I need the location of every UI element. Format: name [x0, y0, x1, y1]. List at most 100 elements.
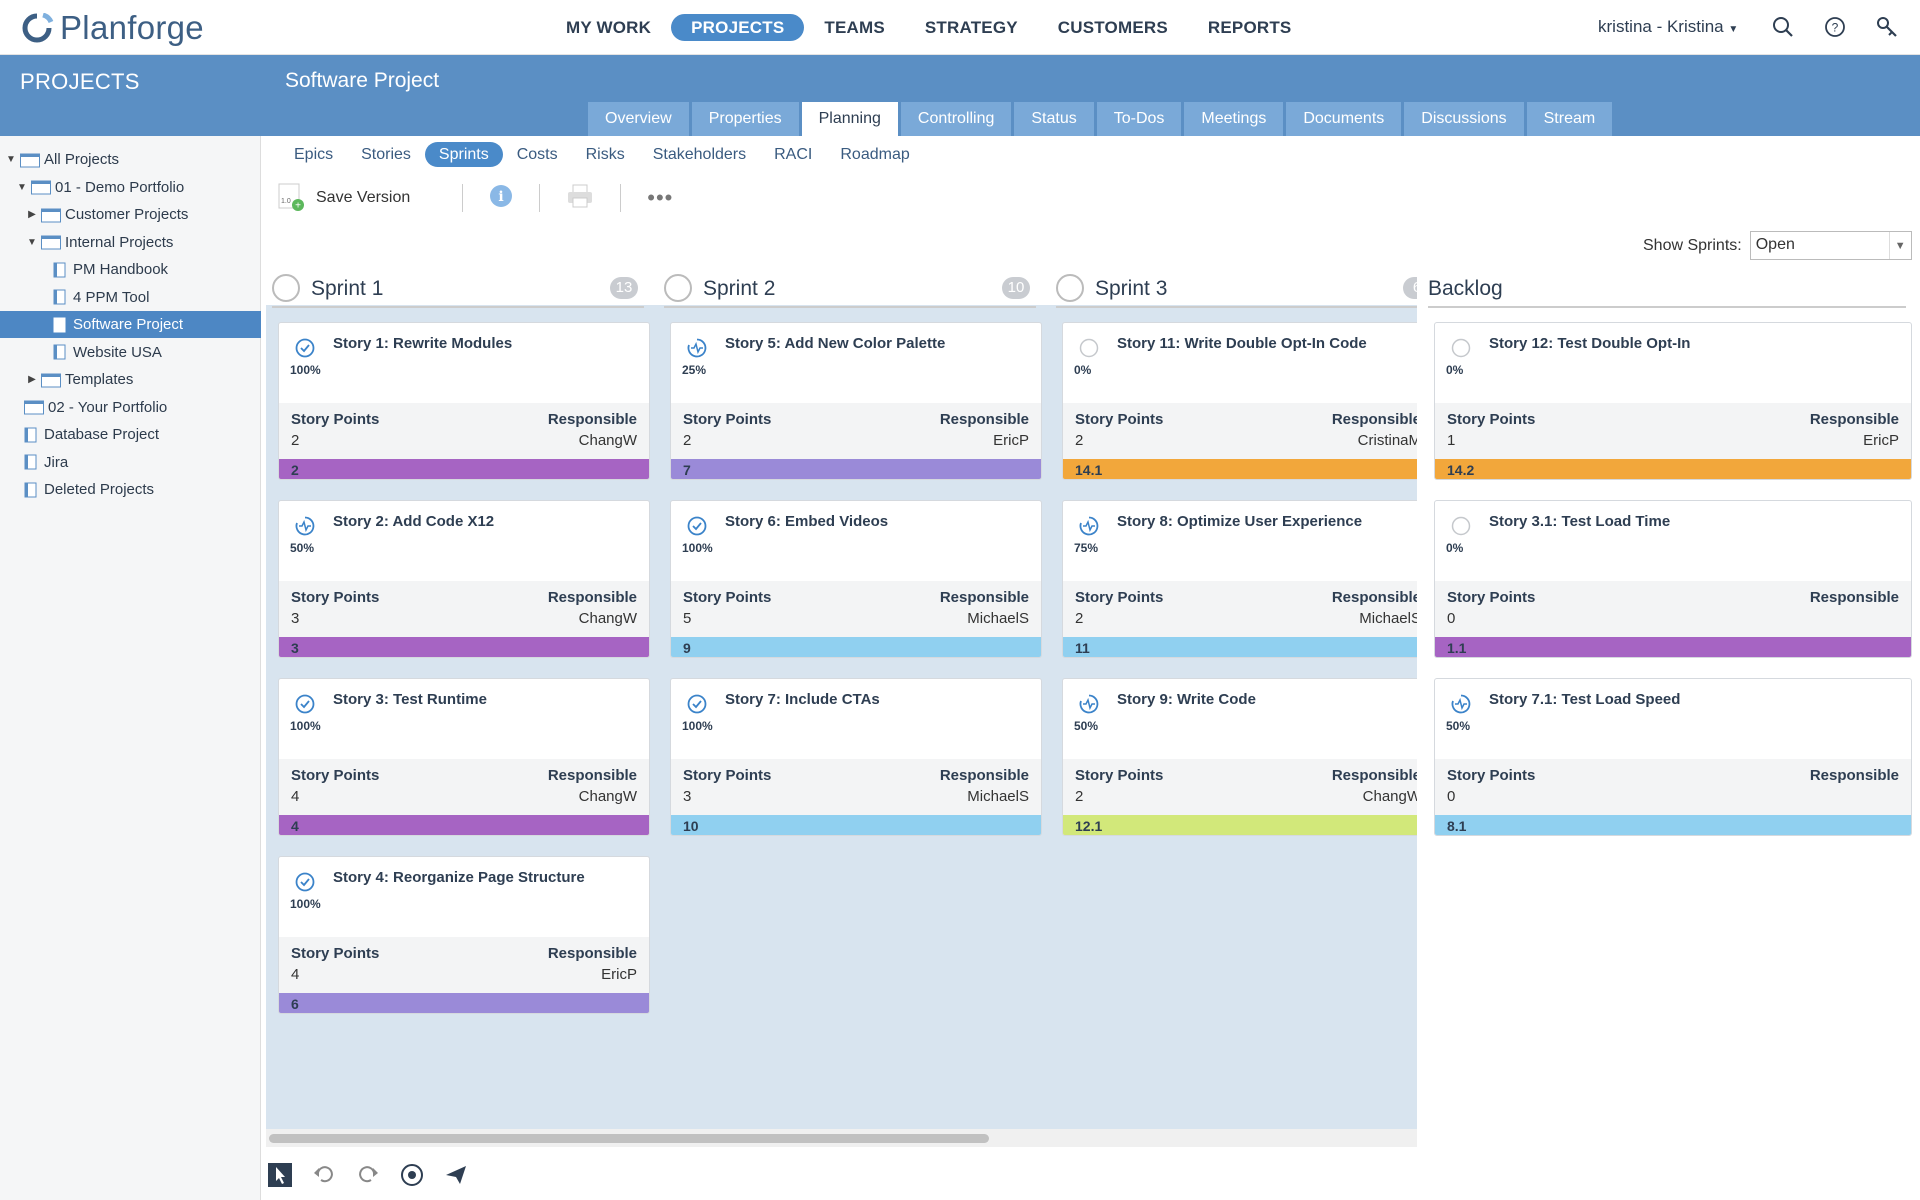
redo-icon[interactable] [355, 1162, 381, 1188]
story-title[interactable]: Story 5: Add New Color Palette [725, 335, 946, 352]
tab-documents[interactable]: Documents [1286, 102, 1402, 136]
tree-item-4-ppm-tool[interactable]: 4 PPM Tool [0, 284, 261, 311]
story-details: Story Points 2 Responsible ChangW [279, 403, 649, 459]
expanded-icon[interactable]: ▼ [6, 154, 16, 165]
tab-to-dos[interactable]: To-Dos [1096, 102, 1182, 136]
subtab-roadmap[interactable]: Roadmap [840, 146, 910, 163]
story-title[interactable]: Story 12: Test Double Opt-In [1489, 335, 1691, 352]
story-card[interactable]: Story 1: Rewrite Modules 100% Story Points… [278, 322, 650, 480]
subtab-epics[interactable]: Epics [294, 146, 334, 163]
story-title[interactable]: Story 3: Test Runtime [333, 691, 487, 708]
story-title[interactable]: Story 9: Write Code [1117, 691, 1256, 708]
completed-status-icon [295, 338, 315, 358]
subtab-stakeholders[interactable]: Stakeholders [652, 146, 747, 163]
story-card[interactable]: Story 11: Write Double Opt-In Code 0% Stor… [1062, 322, 1417, 480]
story-title[interactable]: Story 3.1: Test Load Time [1489, 513, 1671, 530]
story-details: Story Points 0 Responsible [1435, 581, 1911, 637]
expanded-icon[interactable]: ▼ [17, 181, 27, 193]
story-title[interactable]: Story 7: Include CTAs [725, 691, 880, 708]
more-options-icon[interactable]: ••• [647, 185, 674, 210]
scrollbar-thumb[interactable] [269, 1134, 989, 1143]
tab-status[interactable]: Status [1014, 102, 1094, 136]
key-icon[interactable] [1874, 14, 1900, 40]
send-icon[interactable] [443, 1162, 469, 1188]
story-card[interactable]: Story 3.1: Test Load Time 0% Story Points 0… [1434, 500, 1912, 658]
expanded-icon[interactable]: ▼ [27, 236, 37, 248]
tree-item-internal-projects[interactable]: ▼ Internal Projects [0, 229, 261, 256]
responsible-value: ChangW [578, 432, 637, 449]
sprint-select-circle[interactable] [1056, 274, 1084, 302]
sprint-select-circle[interactable] [272, 274, 300, 302]
tree-item-all-projects[interactable]: ▼ All Projects [0, 146, 261, 173]
tree-item-customer-projects[interactable]: ▶ Customer Projects [0, 201, 261, 228]
responsible-value: ChangW [1362, 788, 1421, 805]
tab-planning[interactable]: Planning [801, 102, 898, 136]
tab-overview[interactable]: Overview [588, 102, 689, 136]
collapsed-icon[interactable]: ▶ [28, 209, 36, 220]
subtab-sprints[interactable]: Sprints [424, 142, 503, 167]
tree-item-02-your-portfolio[interactable]: 02 - Your Portfolio [0, 394, 261, 421]
tree-item-pm-handbook[interactable]: PM Handbook [0, 256, 261, 283]
story-card[interactable]: Story 4: Reorganize Page Structure 100% St… [278, 856, 650, 1014]
tree-item-deleted-projects[interactable]: Deleted Projects [0, 476, 261, 503]
save-version-button[interactable]: 1.0 + Save Version [278, 183, 410, 213]
story-title[interactable]: Story 7.1: Test Load Speed [1489, 691, 1681, 708]
tab-meetings[interactable]: Meetings [1184, 102, 1284, 136]
story-card[interactable]: Story 12: Test Double Opt-In 0% Story Poin… [1434, 322, 1912, 480]
tree-item-database-project[interactable]: Database Project [0, 421, 261, 448]
info-icon[interactable]: i [489, 184, 513, 213]
tree-item-website-usa[interactable]: Website USA [0, 339, 261, 366]
horizontal-scrollbar[interactable] [266, 1129, 1417, 1147]
settings-circle-icon[interactable] [399, 1162, 425, 1188]
tree-item-01-demo-portfolio[interactable]: ▼ 01 - Demo Portfolio [0, 174, 261, 201]
story-card[interactable]: Story 2: Add Code X12 50% Story Points 3 Res… [278, 500, 650, 658]
nav-reports[interactable]: REPORTS [1207, 18, 1292, 37]
user-menu[interactable]: kristina - Kristina ▼ [1598, 17, 1738, 37]
nav-strategy[interactable]: STRATEGY [924, 18, 1018, 37]
story-title[interactable]: Story 11: Write Double Opt-In Code [1117, 335, 1367, 352]
subtab-costs[interactable]: Costs [516, 146, 558, 163]
epic-bar: 14.1 [1063, 459, 1417, 479]
story-title[interactable]: Story 6: Embed Videos [725, 513, 889, 530]
story-card[interactable]: Story 3: Test Runtime 100% Story Points 4 Re… [278, 678, 650, 836]
tree-item-jira[interactable]: Jira [0, 449, 261, 476]
sprint-select-circle[interactable] [664, 274, 692, 302]
print-icon[interactable] [566, 183, 594, 214]
help-icon[interactable]: ? [1822, 14, 1848, 40]
show-sprints-select[interactable]: Open ▼ [1749, 231, 1912, 260]
nav-projects[interactable]: PROJECTS [671, 14, 805, 41]
story-percent: 100% [290, 363, 321, 377]
project-icon [24, 482, 40, 498]
tab-controlling[interactable]: Controlling [900, 102, 1012, 136]
story-title[interactable]: Story 2: Add Code X12 [333, 513, 495, 530]
collapsed-icon[interactable]: ▶ [28, 374, 36, 385]
responsible-label: Responsible [939, 767, 1029, 784]
project-tree: ▼ All Projects ▼ 01 - Demo Portfolio ▶ Custom… [0, 136, 261, 1200]
story-card[interactable]: Story 7: Include CTAs 100% Story Points 3 Re… [670, 678, 1042, 836]
story-card[interactable]: Story 8: Optimize User Experience 75% Stor… [1062, 500, 1417, 658]
select-cursor-icon[interactable] [267, 1162, 293, 1188]
story-card[interactable]: Story 9: Write Code 50% Story Points 2 Respo… [1062, 678, 1421, 836]
tab-discussions[interactable]: Discussions [1404, 102, 1524, 136]
tab-properties[interactable]: Properties [691, 102, 799, 136]
nav-customers[interactable]: CUSTOMERS [1057, 18, 1168, 37]
story-card[interactable]: Story 5: Add New Color Palette 25% Story P… [670, 322, 1042, 480]
story-card[interactable]: Story 6: Embed Videos 100% Story Points 5 Re… [670, 500, 1042, 658]
tree-item-software-project[interactable]: Software Project [0, 311, 261, 338]
tab-stream[interactable]: Stream [1526, 102, 1613, 136]
subtab-raci[interactable]: RACI [774, 146, 813, 163]
undo-icon[interactable] [311, 1162, 337, 1188]
nav-my-work[interactable]: MY WORK [566, 18, 652, 37]
story-card[interactable]: Story 7.1: Test Load Speed 50% Story Point… [1434, 678, 1912, 836]
subtab-risks[interactable]: Risks [585, 146, 625, 163]
nav-teams[interactable]: TEAMS [824, 18, 885, 37]
story-title[interactable]: Story 1: Rewrite Modules [333, 335, 513, 352]
story-title[interactable]: Story 4: Reorganize Page Structure [333, 869, 585, 886]
story-title[interactable]: Story 8: Optimize User Experience [1117, 513, 1363, 530]
tree-item-templates[interactable]: ▶ Templates [0, 366, 261, 393]
logo[interactable]: Planforge [20, 9, 204, 47]
dropdown-arrow-icon: ▼ [1888, 232, 1911, 259]
story-points-label: Story Points [291, 767, 380, 784]
search-icon[interactable] [1770, 14, 1796, 40]
subtab-stories[interactable]: Stories [361, 146, 411, 163]
